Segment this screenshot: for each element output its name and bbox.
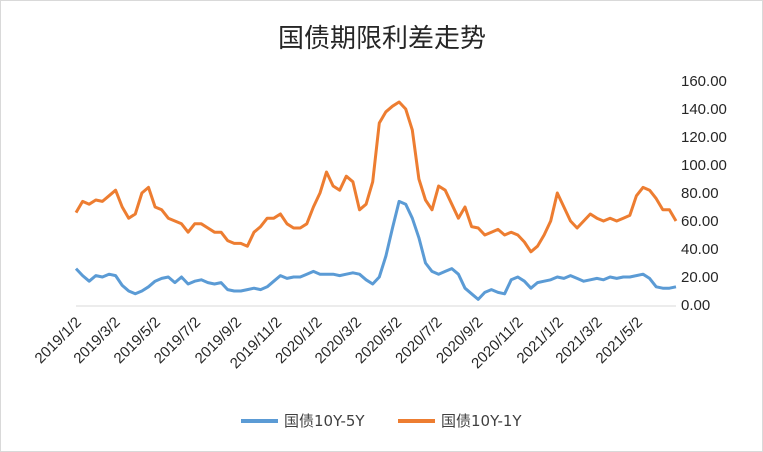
plot-area	[74, 100, 678, 301]
y-tick-label: 40.00	[681, 241, 719, 258]
y-tick-label: 140.00	[681, 101, 727, 118]
x-axis: 2019/1/22019/3/22019/5/22019/7/22019/9/2…	[32, 305, 676, 372]
y-axis: 0.00 20.00 40.00 60.00 80.00 100.00 120.00 140.…	[681, 73, 727, 314]
y-tick-label: 120.00	[681, 129, 727, 146]
series-line-10y-5y	[74, 199, 677, 301]
legend-label-10y-1y: 国债10Y-1Y	[441, 412, 522, 430]
y-tick-label: 20.00	[681, 269, 719, 286]
y-tick-label: 160.00	[681, 73, 727, 90]
legend-label-10y-5y: 国债10Y-5Y	[284, 412, 365, 430]
legend: 国债10Y-5Y 国债10Y-1Y	[241, 412, 522, 430]
y-tick-label: 100.00	[681, 157, 727, 174]
series-line-10y-1y	[74, 100, 678, 254]
y-tick-label: 0.00	[681, 297, 710, 314]
y-tick-label: 80.00	[681, 185, 719, 202]
y-tick-label: 60.00	[681, 213, 719, 230]
chart-title: 国债期限利差走势	[278, 24, 486, 54]
